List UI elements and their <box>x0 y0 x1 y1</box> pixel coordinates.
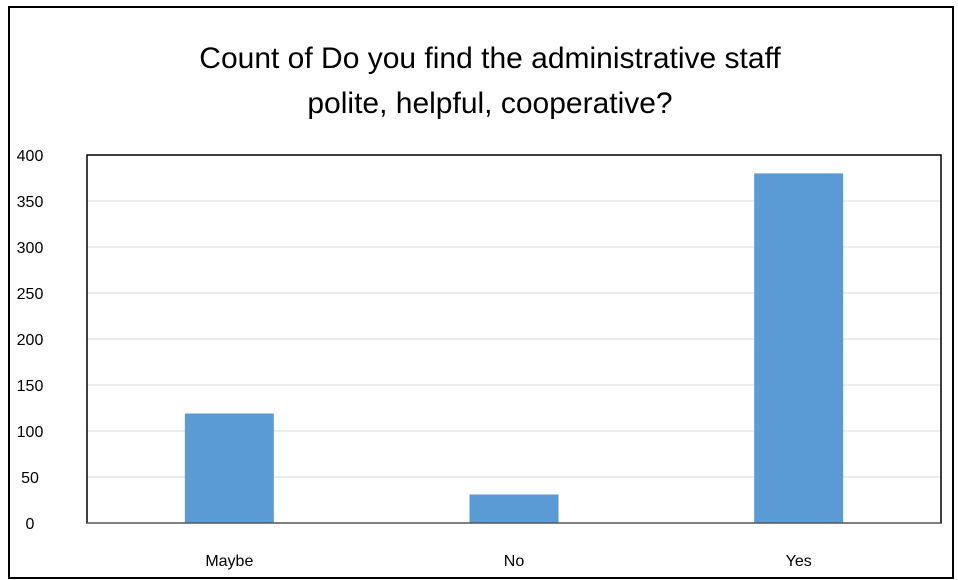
chart-title-line-2: polite, helpful, cooperative? <box>307 87 672 120</box>
tick-labels: 0 50 100 150 200 250 300 350 400 Maybe No Yes <box>17 148 812 570</box>
x-tick-label: No <box>504 553 525 570</box>
x-tick-label: Maybe <box>205 553 253 570</box>
y-tick-label: 300 <box>17 240 44 257</box>
bars <box>184 173 844 523</box>
y-tick-label: 250 <box>17 286 44 303</box>
y-tick-label: 150 <box>17 378 44 395</box>
y-tick-label: 100 <box>17 424 44 441</box>
y-tick-label: 50 <box>21 470 39 487</box>
y-tick-label: 0 <box>26 516 35 533</box>
bar-no <box>469 494 559 523</box>
y-tick-label: 400 <box>17 148 44 165</box>
bar-yes <box>754 173 844 523</box>
bar-maybe <box>184 413 274 523</box>
axes <box>86 154 942 524</box>
chart-title-line-1: Count of Do you find the administrative … <box>199 42 781 75</box>
y-tick-label: 200 <box>17 332 44 349</box>
y-tick-label: 350 <box>17 194 44 211</box>
x-tick-label: Yes <box>786 553 812 570</box>
